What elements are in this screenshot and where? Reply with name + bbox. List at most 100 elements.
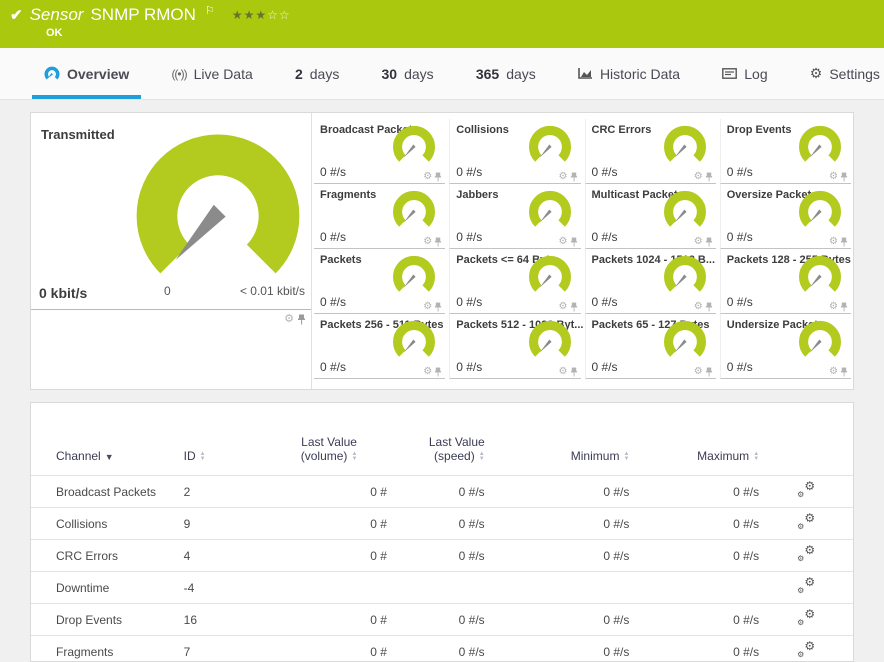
channel-gauge (391, 319, 437, 361)
pin-icon[interactable] (840, 302, 848, 312)
gauge-arc (528, 255, 571, 292)
pin-icon[interactable] (434, 172, 442, 182)
channel-gauge-undersize-packets[interactable]: Undersize Packets 0 #/s ⚙ (719, 314, 851, 379)
channel-gauge (797, 124, 843, 166)
channel-gauge-oversize-packets[interactable]: Oversize Packets 0 #/s ⚙ (719, 184, 851, 249)
pin-icon[interactable] (840, 237, 848, 247)
gear-icon[interactable]: ⚙ (423, 171, 433, 182)
cell-last-value-volume: 0 # (275, 475, 395, 508)
pin-icon[interactable] (705, 302, 713, 312)
channel-settings-gears-icon[interactable]: ⚙ ⚙ (797, 479, 816, 499)
column-header-max[interactable]: Maximum ▲ ▼ (659, 403, 789, 476)
pin-icon[interactable] (570, 172, 578, 182)
gear-icon[interactable]: ⚙ (829, 236, 838, 247)
tab-settings[interactable]: ⚙ Settings (806, 48, 884, 99)
gear-icon[interactable]: ⚙ (423, 301, 433, 312)
column-header-id[interactable]: ID ▲ ▼ (176, 403, 276, 476)
cell-last-value-volume: 0 # (275, 635, 395, 661)
channel-gauge-fragments[interactable]: Fragments 0 #/s ⚙ (314, 184, 446, 249)
stars-filled: ★★★ (231, 8, 268, 22)
priority-stars[interactable]: ★★★☆☆ (232, 8, 291, 22)
channel-gauge-packets-512-1023-byt[interactable]: Packets 512 - 1023 Byt... 0 #/s ⚙ (449, 314, 583, 379)
sensor-type-label: Sensor (29, 5, 84, 24)
channel-settings-gears-icon[interactable]: ⚙ ⚙ (797, 575, 816, 595)
pin-icon[interactable] (434, 237, 442, 247)
pin-icon[interactable] (297, 314, 306, 325)
cell-channel: Collisions (31, 507, 176, 540)
channel-settings-gears-icon[interactable]: ⚙ ⚙ (797, 511, 816, 531)
pin-icon[interactable] (570, 302, 578, 312)
gear-icon[interactable]: ⚙ (558, 301, 568, 312)
channel-settings-gears-icon[interactable]: ⚙ ⚙ (797, 607, 816, 627)
channel-gauge-crc-errors[interactable]: CRC Errors 0 #/s ⚙ (584, 119, 716, 184)
channel-gauge-packets-1024-1518-b[interactable]: Packets 1024 - 1518 B... 0 #/s ⚙ (584, 249, 716, 314)
column-header-speed[interactable]: Last Value (speed) ▲ ▼ (395, 403, 530, 476)
channel-settings-gears-icon[interactable]: ⚙ ⚙ (797, 543, 816, 563)
column-header-volume[interactable]: Last Value (volume) ▲ ▼ (275, 403, 395, 476)
column-header-min[interactable]: Minimum ▲ ▼ (530, 403, 660, 476)
pin-icon[interactable] (705, 172, 713, 182)
tab-overview[interactable]: Overview (31, 48, 142, 99)
gear-icon[interactable]: ⚙ (829, 171, 838, 182)
gauge-needle (674, 339, 687, 353)
column-header-actions (789, 403, 853, 476)
tab-label: days (404, 65, 434, 82)
cell-id: 9 (175, 507, 276, 540)
pin-icon[interactable] (705, 367, 713, 377)
main-gauge-cell[interactable]: Transmitted 0 kbit/s 0 < 0.01 kbit/s ⚙ (31, 113, 311, 325)
gauge-needle (403, 209, 416, 223)
cell-minimum: 0 #/s (529, 603, 660, 636)
gear-icon[interactable]: ⚙ (558, 366, 568, 377)
gauge-needle (403, 274, 416, 288)
tab-historic-data[interactable]: Historic Data (574, 48, 684, 99)
channel-gauge-jabbers[interactable]: Jabbers 0 #/s ⚙ (449, 184, 581, 249)
tab-2-days[interactable]: 2 days (291, 48, 343, 99)
tab-30-days[interactable]: 30 days (378, 48, 438, 99)
channel-gauge-drop-events[interactable]: Drop Events 0 #/s ⚙ (719, 119, 851, 184)
gear-icon[interactable]: ⚙ (558, 171, 568, 182)
gear-icon[interactable]: ⚙ (423, 366, 433, 377)
pin-icon[interactable] (434, 302, 442, 312)
channel-gauge-collisions[interactable]: Collisions 0 #/s ⚙ (449, 119, 581, 184)
flag-icon[interactable]: ⚐ (204, 4, 215, 17)
pin-icon[interactable] (570, 237, 578, 247)
channel-gauge-multicast-packets[interactable]: Multicast Packets 0 #/s ⚙ (584, 184, 716, 249)
cell-actions: ⚙ ⚙ (789, 635, 853, 661)
pin-icon[interactable] (705, 237, 713, 247)
channel-gauge-value: 0 #/s (456, 360, 483, 374)
channel-gauge-actions: ⚙ (423, 367, 442, 377)
tab-live-data[interactable]: ((•)) Live Data (167, 48, 256, 99)
pin-icon[interactable] (570, 367, 578, 377)
gear-icon[interactable]: ⚙ (423, 236, 433, 247)
gear-icon[interactable]: ⚙ (558, 236, 568, 247)
gear-icon[interactable]: ⚙ (829, 301, 838, 312)
channel-gauge-broadcast-packets[interactable]: Broadcast Packets 0 #/s ⚙ (314, 119, 446, 184)
cell-minimum: 0 #/s (529, 507, 660, 540)
sensor-name: SNMP RMON (90, 5, 196, 24)
channel-gauge-actions: ⚙ (559, 172, 578, 182)
channel-gauge-packets-65-127-bytes[interactable]: Packets 65 - 127 Bytes 0 #/s ⚙ (584, 314, 716, 379)
column-header-channel[interactable]: Channel ▼ (31, 403, 176, 476)
gear-icon[interactable]: ⚙ (829, 366, 838, 377)
gauge-arc (528, 320, 571, 357)
gear-icon[interactable]: ⚙ (284, 313, 294, 325)
tab-365-days[interactable]: 365 days (472, 48, 540, 99)
gear-icon[interactable]: ⚙ (693, 366, 703, 377)
gauge-arc (799, 320, 841, 357)
channel-gauge-packets-128-255-bytes[interactable]: Packets 128 - 255 Bytes 0 #/s ⚙ (719, 249, 851, 314)
gear-icon[interactable]: ⚙ (693, 171, 703, 182)
channel-settings-gears-icon[interactable]: ⚙ ⚙ (797, 639, 816, 659)
gauge-arc (393, 125, 436, 162)
pin-icon[interactable] (840, 367, 848, 377)
main-gauge-value: 0 kbit/s (39, 285, 88, 301)
pin-icon[interactable] (434, 367, 442, 377)
cell-maximum: 0 #/s (659, 507, 790, 540)
pin-icon[interactable] (840, 172, 848, 182)
channel-gauge-packets-64-byte[interactable]: Packets <= 64 Byte 0 #/s ⚙ (449, 249, 581, 314)
channel-gauge-value: 0 #/s (456, 295, 483, 309)
gear-icon[interactable]: ⚙ (693, 236, 703, 247)
channel-gauge-packets[interactable]: Packets 0 #/s ⚙ (314, 249, 446, 314)
tab-log[interactable]: Log (718, 48, 771, 99)
gear-icon[interactable]: ⚙ (693, 301, 703, 312)
channel-gauge-packets-256-511-bytes[interactable]: Packets 256 - 511 Bytes 0 #/s ⚙ (314, 314, 446, 379)
